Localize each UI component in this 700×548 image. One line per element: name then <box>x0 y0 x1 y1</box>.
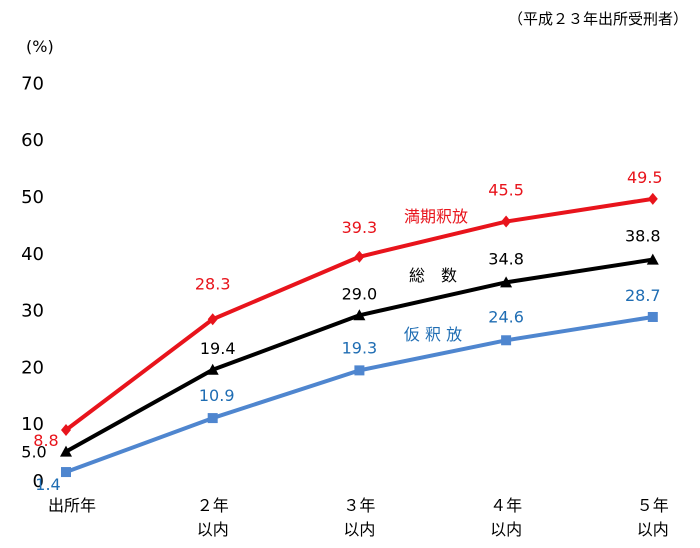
data-point <box>501 215 512 228</box>
y-tick-label: 10 <box>21 414 44 435</box>
x-tick-label: ２年 <box>197 496 229 515</box>
data-label: 10.9 <box>199 386 235 405</box>
x-tick-label: 出所年 <box>48 496 96 515</box>
x-tick-label: 以内 <box>637 520 669 539</box>
data-point <box>354 250 365 263</box>
x-tick-label: 以内 <box>490 520 522 539</box>
data-label: 8.8 <box>33 431 58 450</box>
x-tick-label: ４年 <box>490 496 522 515</box>
y-axis: 0 10 20 30 40 50 60 70 5.0 <box>21 73 47 492</box>
data-point <box>501 335 512 346</box>
series-2 <box>61 311 658 478</box>
data-label: 39.3 <box>342 218 378 237</box>
y-tick-label: 5.0 <box>21 443 46 462</box>
data-point <box>646 253 659 265</box>
data-label: 28.7 <box>625 286 661 305</box>
data-point <box>206 363 219 375</box>
series-1 <box>60 253 659 457</box>
series-name: 総 数 <box>409 266 457 285</box>
data-point <box>207 413 218 424</box>
y-tick-label: 50 <box>21 187 44 208</box>
x-tick-label: ３年 <box>343 496 375 515</box>
data-label: 1.4 <box>35 475 60 494</box>
data-label: 29.0 <box>342 284 378 303</box>
data-point <box>353 309 366 321</box>
y-tick-label: 70 <box>21 73 44 94</box>
data-label: 45.5 <box>488 181 524 200</box>
x-tick-label: 以内 <box>343 520 375 539</box>
data-label: 24.6 <box>488 307 524 326</box>
data-point <box>647 311 658 322</box>
data-point <box>60 445 72 457</box>
y-tick-label: 40 <box>21 244 44 265</box>
y-axis-unit: (%) <box>26 37 54 56</box>
data-point <box>61 467 71 478</box>
series-layer: 8.8 28.3 39.3 45.5 49.5 19.4 29.0 34.8 38.8 1.4 10… <box>33 168 662 494</box>
data-label: 49.5 <box>627 168 663 187</box>
data-point <box>354 365 365 376</box>
data-point <box>500 276 513 288</box>
y-tick-label: 30 <box>21 301 44 322</box>
data-label: 38.8 <box>625 227 661 246</box>
chart-note: （平成２３年出所受刑者） <box>508 10 688 28</box>
series-name: 満期釈放 <box>404 207 468 226</box>
series-name: 仮 釈 放 <box>404 325 462 344</box>
data-point <box>207 313 218 326</box>
data-label: 34.8 <box>488 249 524 268</box>
series-0 <box>61 192 658 437</box>
data-label: 28.3 <box>195 274 231 293</box>
x-tick-label: ５年 <box>637 496 669 515</box>
data-point <box>61 424 71 437</box>
y-tick-label: 20 <box>21 357 44 378</box>
y-tick-label: 60 <box>21 130 44 151</box>
data-point <box>647 192 658 205</box>
data-label: 19.4 <box>200 339 236 358</box>
data-label: 19.3 <box>342 338 378 357</box>
y-tick-label: 0 <box>33 471 44 492</box>
x-tick-label: 以内 <box>197 520 229 539</box>
